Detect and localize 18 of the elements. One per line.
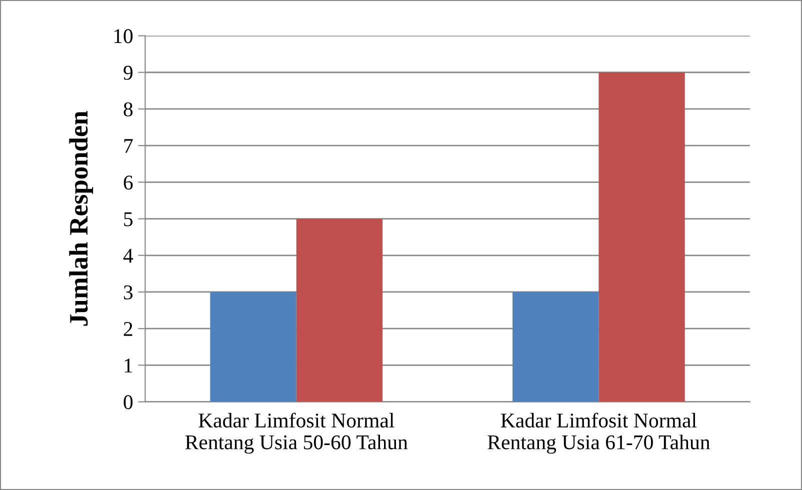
y-tick-label: 10 bbox=[114, 29, 133, 44]
y-tick-label: 6 bbox=[124, 176, 133, 190]
y-tick-label: 9 bbox=[124, 66, 133, 80]
x-tick-label: Kadar Limfosit Normal Rentang Usia 61-70 Tahun bbox=[488, 412, 710, 454]
y-tick-label: 3 bbox=[124, 285, 133, 300]
y-tick-label: 0 bbox=[124, 395, 133, 410]
y-axis-title: Jumlah Responden bbox=[69, 111, 94, 326]
bar bbox=[296, 218, 383, 402]
y-tick-label: 5 bbox=[124, 212, 133, 226]
x-tick-label: Kadar Limfosit Normal Rentang Usia 50-60 Tahun bbox=[185, 412, 408, 454]
y-tick-label: 4 bbox=[123, 248, 134, 263]
bar bbox=[598, 72, 685, 402]
bar bbox=[210, 292, 296, 402]
y-tick-label: 8 bbox=[124, 102, 133, 116]
y-tick-label: 2 bbox=[124, 322, 132, 336]
bar bbox=[512, 292, 599, 402]
y-tick-label: 7 bbox=[124, 139, 133, 153]
y-tick-label: 1 bbox=[124, 358, 132, 372]
